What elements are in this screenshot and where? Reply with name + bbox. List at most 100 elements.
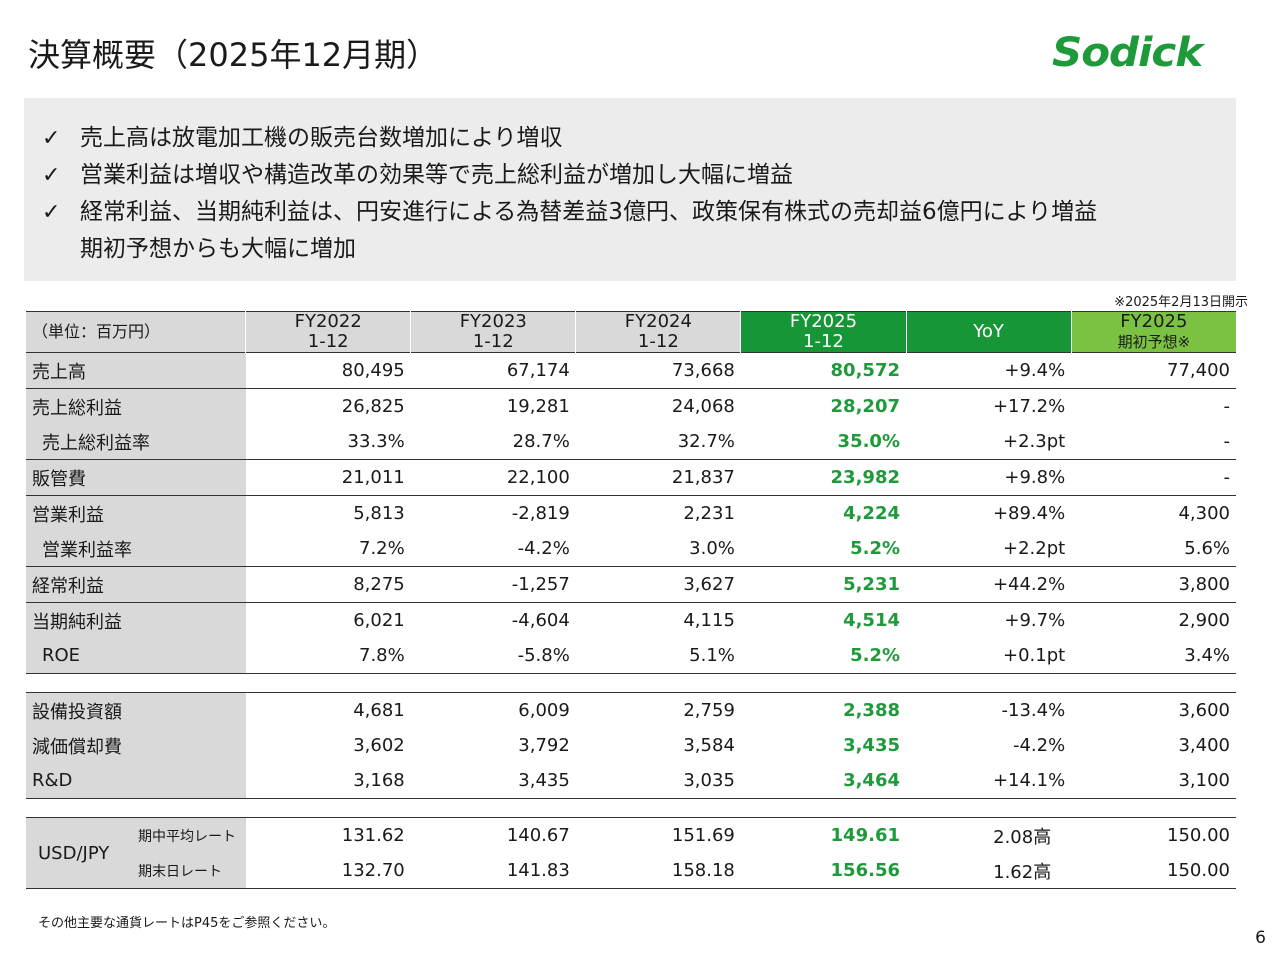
- col-header-fy2023: FY2023 1-12: [410, 311, 576, 353]
- row-label: 営業利益率: [26, 531, 246, 567]
- cell-yoy: 1.62高: [993, 861, 1052, 883]
- cell-highlight: 4,514: [843, 610, 900, 631]
- cell: 6,021: [353, 610, 405, 631]
- cell: 67,174: [506, 360, 570, 381]
- cell: -1,257: [511, 574, 570, 595]
- cell-yoy: +9.7%: [1004, 610, 1066, 631]
- fx-avg-label: 期中平均レート: [138, 828, 236, 845]
- cell-forecast: 5.6%: [1184, 538, 1230, 559]
- cell: 4,115: [683, 610, 735, 631]
- cell-yoy: +2.3pt: [1003, 431, 1066, 452]
- row-label: 売上高: [26, 352, 246, 389]
- cell-yoy: +44.2%: [992, 574, 1066, 595]
- cell: -2,819: [511, 503, 570, 524]
- cell: 8,275: [353, 574, 405, 595]
- cell-yoy: +14.1%: [992, 770, 1066, 791]
- fx-row-average: USD/JPY 期中平均レート 期末日レート 131.62 140.67 151…: [26, 817, 1236, 889]
- table-row: 経常利益 8,275 -1,257 3,627 5,231 +44.2% 3,8…: [26, 566, 1236, 603]
- table-row: 売上高 80,495 67,174 73,668 80,572 +9.4% 77…: [26, 352, 1236, 389]
- table-row: ROE 7.8% -5.8% 5.1% 5.2% +0.1pt 3.4%: [26, 638, 1236, 674]
- cell: 22,100: [506, 467, 570, 488]
- cell: 24,068: [671, 396, 735, 417]
- row-label: 営業利益: [26, 495, 246, 531]
- bullet-text: 営業利益は増収や構造改革の効果等で売上総利益が増加し大幅に増益: [80, 162, 793, 188]
- cell-highlight: 156.56: [830, 860, 900, 881]
- bullet-continuation: 期初予想からも大幅に増加: [80, 236, 356, 262]
- summary-panel: ✓ 売上高は放電加工機の販売台数増加により増収 ✓ 営業利益は増収や構造改革の効果等…: [24, 98, 1236, 281]
- cell-yoy: +2.2pt: [1003, 538, 1066, 559]
- col-header-forecast: FY2025 期初予想※: [1070, 311, 1236, 353]
- cell: 5.1%: [689, 645, 735, 666]
- cell: 4,681: [353, 700, 405, 721]
- cell: 3,792: [518, 735, 570, 756]
- cell-forecast: 3,800: [1178, 574, 1230, 595]
- page-number: 6: [1255, 928, 1266, 948]
- cell-forecast: 150.00: [1167, 860, 1230, 881]
- cell-forecast: 3,100: [1178, 770, 1230, 791]
- cell-forecast: 2,900: [1178, 610, 1230, 631]
- cell: -5.8%: [517, 645, 570, 666]
- cell: 3,035: [683, 770, 735, 791]
- table-row: 設備投資額 4,681 6,009 2,759 2,388 -13.4% 3,6…: [26, 692, 1236, 728]
- table-row: R&D 3,168 3,435 3,035 3,464 +14.1% 3,100: [26, 763, 1236, 799]
- cell-forecast: -: [1223, 467, 1231, 488]
- cell: -4,604: [511, 610, 570, 631]
- cell-highlight: 28,207: [830, 396, 900, 417]
- table-spacer: [26, 798, 1236, 818]
- cell-highlight: 80,572: [830, 360, 900, 381]
- cell-yoy: 2.08高: [993, 826, 1052, 848]
- sodick-logo: Sodick: [1052, 30, 1203, 76]
- disclosure-note: ※2025年2月13日開示: [1114, 295, 1248, 310]
- table-header-row: （単位：百万円） FY2022 1-12 FY2023 1-12 FY2024 1-1…: [26, 311, 1236, 353]
- row-label: ROE: [26, 638, 246, 674]
- cell-highlight: 149.61: [830, 825, 900, 846]
- cell: 33.3%: [347, 431, 405, 452]
- cell-highlight: 4,224: [843, 503, 900, 524]
- cell-yoy: -13.4%: [1001, 700, 1066, 721]
- cell-forecast: -: [1223, 396, 1231, 417]
- row-label: 販管費: [26, 459, 246, 496]
- cell: 3,584: [683, 735, 735, 756]
- page-title: 決算概要（2025年12月期）: [28, 36, 439, 74]
- cell: 7.8%: [359, 645, 405, 666]
- cell-forecast: 77,400: [1167, 360, 1230, 381]
- cell: 28.7%: [512, 431, 570, 452]
- cell-yoy: -4.2%: [1012, 735, 1066, 756]
- cell-highlight: 5.2%: [850, 538, 900, 559]
- table-row: 売上総利益率 33.3% 28.7% 32.7% 35.0% +2.3pt -: [26, 424, 1236, 460]
- col-header-fy2025: FY2025 1-12: [740, 311, 906, 353]
- col-header-fy2024: FY2024 1-12: [575, 311, 741, 353]
- cell-yoy: +89.4%: [992, 503, 1066, 524]
- fx-row-end: 132.70 141.83 158.18 156.56 1.62高 150.00: [26, 853, 1236, 889]
- check-icon: ✓: [42, 163, 61, 188]
- cell-forecast: 4,300: [1178, 503, 1230, 524]
- row-label: 売上総利益: [26, 388, 246, 424]
- cell-forecast: 150.00: [1167, 825, 1230, 846]
- cell-highlight: 3,435: [843, 735, 900, 756]
- cell-yoy: +9.8%: [1004, 467, 1066, 488]
- cell-yoy: +17.2%: [992, 396, 1066, 417]
- cell: 151.69: [671, 825, 735, 846]
- col-header-fy2022: FY2022 1-12: [245, 311, 411, 353]
- cell-highlight: 5,231: [843, 574, 900, 595]
- table-row: 営業利益率 7.2% -4.2% 3.0% 5.2% +2.2pt 5.6%: [26, 531, 1236, 567]
- cell: 131.62: [341, 825, 405, 846]
- cell-highlight: 35.0%: [837, 431, 900, 452]
- cell: 19,281: [506, 396, 570, 417]
- cell-highlight: 3,464: [843, 770, 900, 791]
- row-label: 設備投資額: [26, 692, 246, 728]
- table-spacer: [26, 673, 1236, 693]
- cell-forecast: -: [1223, 431, 1231, 452]
- row-label: 減価償却費: [26, 728, 246, 763]
- row-label: 経常利益: [26, 566, 246, 603]
- row-label: 当期純利益: [26, 602, 246, 638]
- check-icon: ✓: [42, 200, 61, 225]
- cell: 7.2%: [359, 538, 405, 559]
- fx-sub-labels: 期中平均レート 期末日レート: [138, 818, 246, 888]
- cell-yoy: +9.4%: [1004, 360, 1066, 381]
- footnote: その他主要な通貨レートはP45をご参照ください。: [38, 916, 336, 931]
- cell: 5,813: [353, 503, 405, 524]
- bullet-text: 売上高は放電加工機の販売台数増加により増収: [80, 125, 563, 151]
- cell: 80,495: [341, 360, 405, 381]
- cell: 3.0%: [689, 538, 735, 559]
